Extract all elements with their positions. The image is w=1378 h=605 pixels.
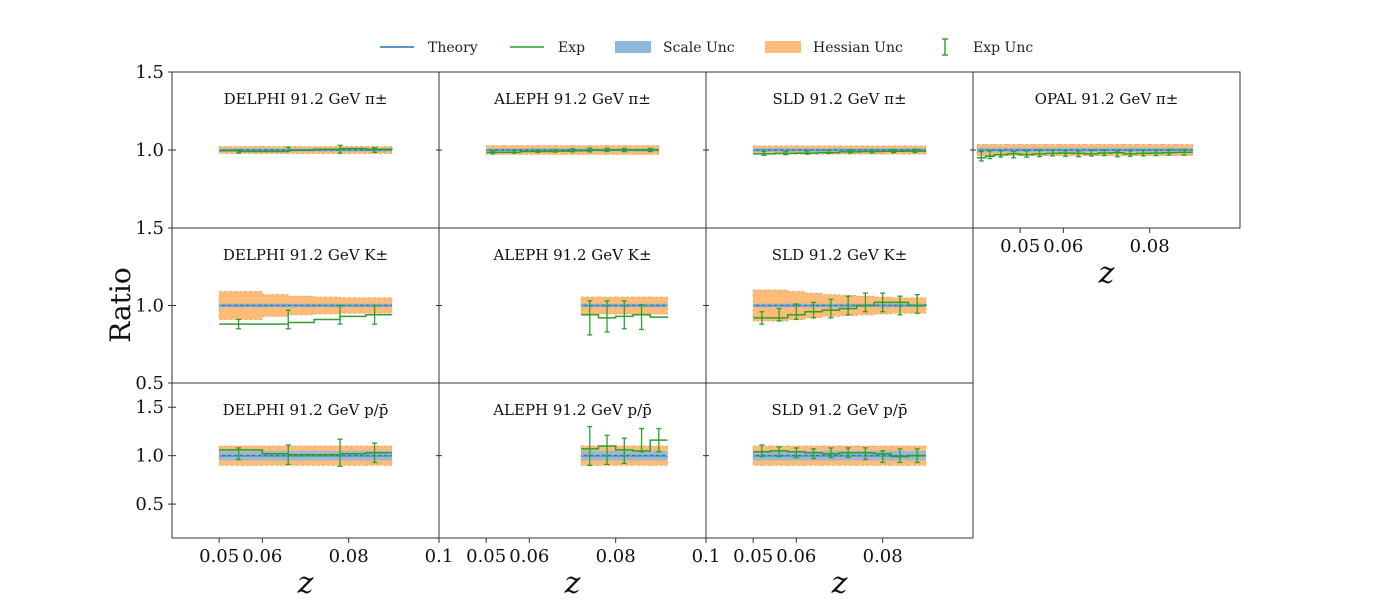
legend: Theory Exp Scale Unc Hessian Unc Exp Unc	[380, 38, 1033, 56]
panel-delphi-k: DELPHI 91.2 GeV K±	[218, 246, 393, 330]
y-tick-label: 1.5	[135, 397, 164, 418]
exp-step-line	[753, 301, 927, 319]
panel-delphi-p: DELPHI 91.2 GeV p/p̄	[218, 401, 393, 467]
legend-label: Exp	[558, 40, 585, 56]
legend-label: Theory	[428, 40, 478, 56]
x-axis-label: z	[1098, 256, 1115, 291]
panel-sld-p: SLD 91.2 GeV p/p̄	[752, 401, 927, 466]
panel-aleph-p: ALEPH 91.2 GeV p/p̄	[492, 401, 668, 466]
exp-step-line	[753, 450, 926, 458]
y-tick-label: 1.5	[135, 62, 164, 83]
x-tick-label: 0.08	[329, 546, 369, 567]
panels: 1.5 1.0 1.5 1.0 0.5 1.5 1.0 0.5 DELPHI 91.2 GeV …	[135, 62, 1241, 601]
panel-aleph-pi: ALEPH 91.2 GeV π±	[485, 90, 660, 155]
x-tick-label: 0.05	[1000, 236, 1040, 257]
x-tick-label: 0.05	[199, 546, 239, 567]
exp-step-line	[219, 147, 393, 153]
y-axis-label: Ratio	[104, 267, 137, 342]
panel-opal-pi: OPAL 91.2 GeV π±	[976, 90, 1194, 162]
y-tick-label: 1.0	[135, 296, 164, 317]
panel-delphi-pi: DELPHI 91.2 GeV π±	[218, 90, 393, 154]
exp-step-line	[219, 314, 392, 325]
panel-title: DELPHI 91.2 GeV p/p̄	[223, 401, 389, 419]
panel-sld-pi: SLD 91.2 GeV π±	[752, 90, 927, 156]
x-tick-label: 0.1	[692, 546, 721, 567]
x-tick-label: 0.1	[425, 546, 454, 567]
y-tick-label: 0.5	[135, 373, 164, 394]
panel-sld-k: SLD 91.2 GeV K±	[752, 246, 927, 325]
x-axis-label: z	[831, 566, 848, 601]
x-tick-label: 0.08	[863, 546, 903, 567]
x-tick-label: 0.08	[1130, 236, 1170, 257]
x-tick-label: 0.05	[466, 546, 506, 567]
panel-title: ALEPH 91.2 GeV π±	[493, 90, 651, 108]
legend-label: Exp Unc	[973, 40, 1033, 56]
x-tick-label: 0.06	[776, 546, 816, 567]
x-axis-label: z	[564, 566, 581, 601]
legend-label: Scale Unc	[663, 40, 735, 56]
exp-step-line	[581, 314, 669, 319]
y-tick-label: 1.5	[135, 218, 164, 239]
x-tick-label: 0.06	[509, 546, 549, 567]
panel-title: ALEPH 91.2 GeV K±	[492, 246, 651, 264]
y-tick-label: 1.0	[135, 446, 164, 467]
panel-title: ALEPH 91.2 GeV p/p̄	[492, 401, 652, 419]
legend-swatch	[765, 41, 801, 53]
panel-aleph-k: ALEPH 91.2 GeV K±	[492, 246, 669, 336]
panel-title: OPAL 91.2 GeV π±	[1035, 90, 1179, 108]
x-tick-label: 0.06	[1043, 236, 1083, 257]
x-tick-label: 0.06	[242, 546, 282, 567]
panel-title: DELPHI 91.2 GeV π±	[224, 90, 388, 108]
x-tick-label: 0.08	[596, 546, 636, 567]
panel-frame	[705, 382, 974, 539]
x-tick-label: 0.05	[733, 546, 773, 567]
exp-step-line	[219, 449, 392, 456]
legend-label: Hessian Unc	[813, 40, 903, 56]
legend-swatch	[615, 41, 651, 53]
exp-step-line	[753, 150, 927, 155]
y-tick-label: 1.0	[135, 140, 164, 161]
panel-title: SLD 91.2 GeV p/p̄	[772, 401, 908, 419]
panel-title: SLD 91.2 GeV K±	[772, 246, 907, 264]
y-tick-label: 0.5	[135, 494, 164, 515]
panel-title: DELPHI 91.2 GeV K±	[223, 246, 388, 264]
panel-title: SLD 91.2 GeV π±	[772, 90, 906, 108]
x-axis-label: z	[297, 566, 314, 601]
